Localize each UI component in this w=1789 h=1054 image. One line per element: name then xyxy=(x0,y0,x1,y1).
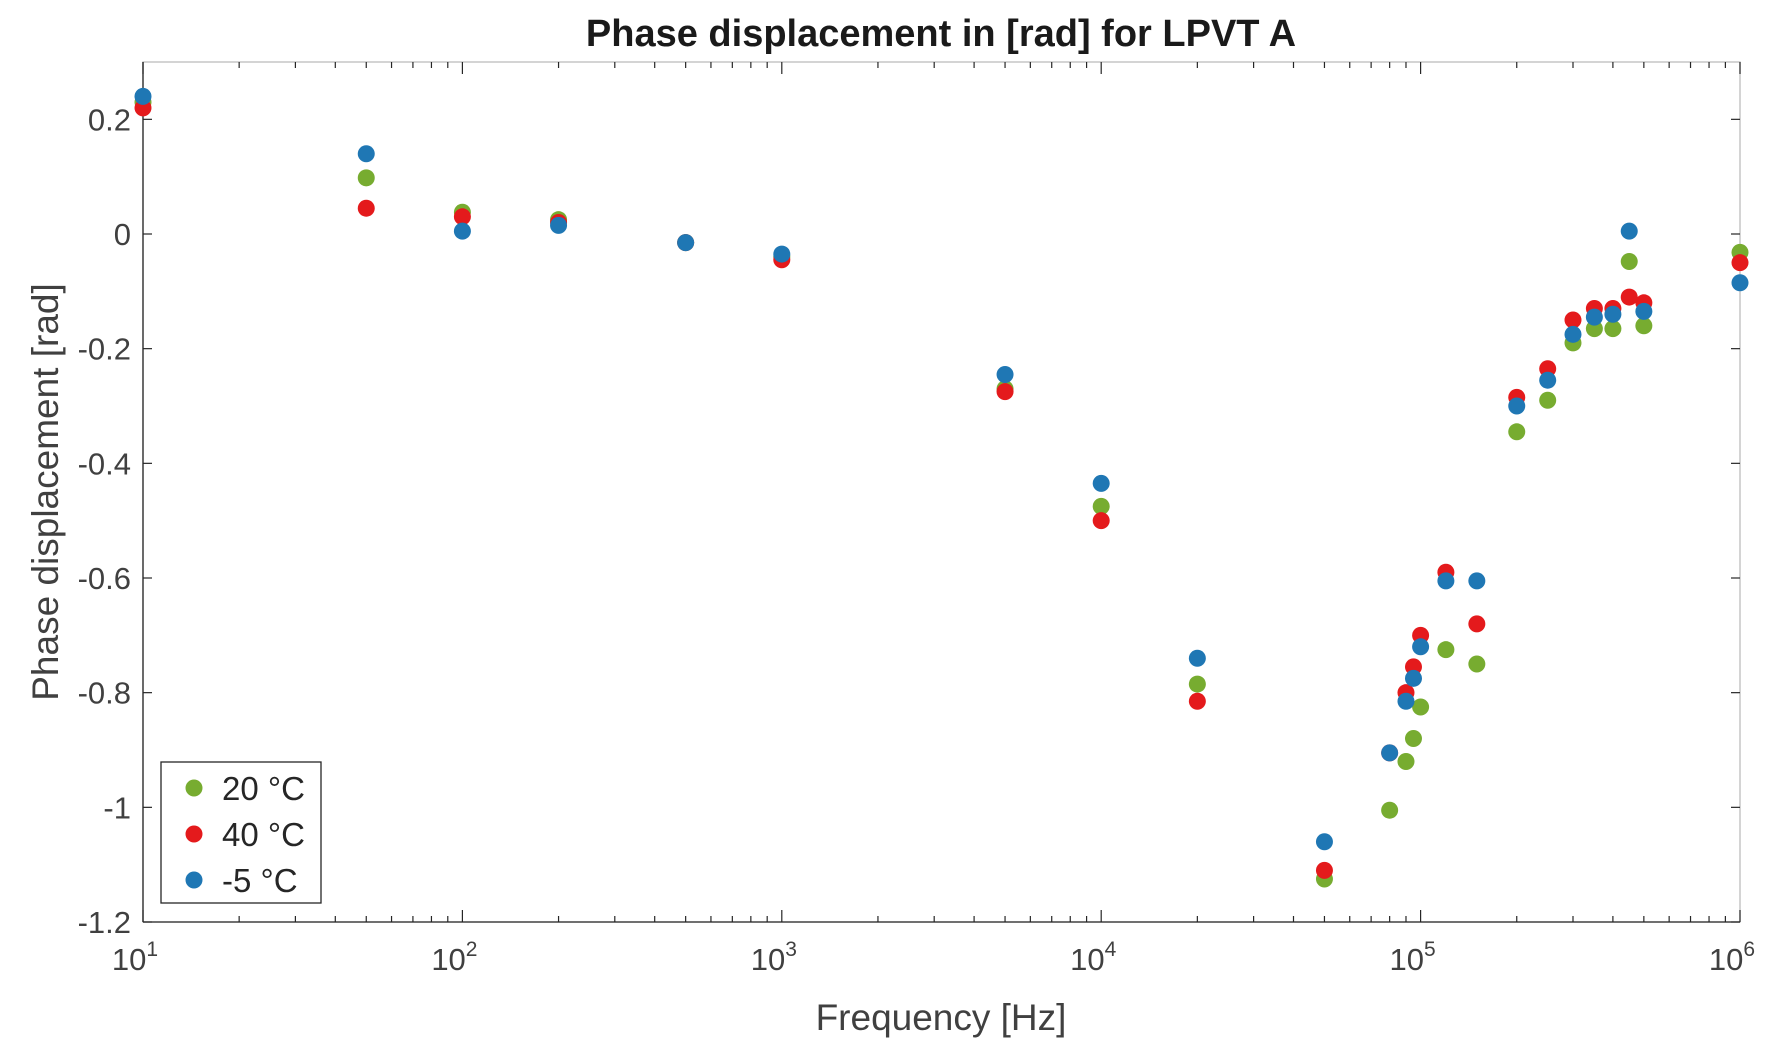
data-point xyxy=(1404,730,1422,748)
data-point xyxy=(1092,474,1110,492)
data-point xyxy=(1188,649,1206,667)
x-tick-label: 102 xyxy=(431,938,477,977)
legend-marker xyxy=(185,779,203,797)
data-point xyxy=(1539,371,1557,389)
data-point xyxy=(1620,253,1638,271)
data-point xyxy=(1539,391,1557,409)
data-point xyxy=(1620,288,1638,306)
data-point xyxy=(1412,638,1430,656)
x-tick-label: 105 xyxy=(1390,938,1436,977)
data-point xyxy=(1404,669,1422,687)
data-point xyxy=(1604,305,1622,323)
y-tick-label: -0.6 xyxy=(78,561,131,596)
data-point xyxy=(1508,397,1526,415)
legend-marker xyxy=(185,871,203,889)
data-point xyxy=(1468,615,1486,633)
data-point xyxy=(1397,692,1415,710)
data-point xyxy=(1604,320,1622,338)
data-point xyxy=(1437,572,1455,590)
data-point xyxy=(1437,641,1455,659)
y-tick-label: 0 xyxy=(114,217,131,252)
y-tick-label: -0.4 xyxy=(78,446,131,481)
y-tick-label: -1 xyxy=(103,790,131,825)
data-point xyxy=(1188,675,1206,693)
data-point xyxy=(1635,302,1653,320)
y-tick-label: -0.2 xyxy=(78,332,131,367)
data-point xyxy=(1731,254,1749,272)
data-point xyxy=(1731,274,1749,292)
data-point xyxy=(357,169,375,187)
data-point xyxy=(357,145,375,163)
data-point xyxy=(1412,698,1430,716)
x-tick-label: 104 xyxy=(1070,938,1116,977)
x-axis-label: Frequency [Hz] xyxy=(816,997,1067,1038)
data-point xyxy=(1092,497,1110,515)
legend-label: 20 °C xyxy=(222,770,305,807)
data-point xyxy=(1620,222,1638,240)
data-point xyxy=(1564,325,1582,343)
legend-label: -5 °C xyxy=(222,862,298,899)
data-point xyxy=(1315,861,1333,879)
data-point xyxy=(1381,744,1399,762)
y-axis-label: Phase displacement [rad] xyxy=(25,283,66,701)
data-point xyxy=(1381,801,1399,819)
data-point xyxy=(1315,833,1333,851)
data-point xyxy=(1564,311,1582,329)
data-point xyxy=(1397,752,1415,770)
data-point xyxy=(677,234,695,252)
data-points-layer xyxy=(134,87,1749,888)
data-point xyxy=(996,383,1014,401)
x-tick-label: 101 xyxy=(112,938,158,977)
data-point xyxy=(453,208,471,226)
data-point xyxy=(1092,512,1110,530)
chart-title: Phase displacement in [rad] for LPVT A xyxy=(586,13,1296,55)
series-2 xyxy=(134,87,1749,851)
data-point xyxy=(1508,423,1526,441)
plot-area xyxy=(142,61,1741,923)
data-point xyxy=(1188,692,1206,710)
x-tick-label: 103 xyxy=(751,938,797,977)
y-tick-label: 0.2 xyxy=(88,102,131,137)
data-point xyxy=(1468,572,1486,590)
legend-marker xyxy=(185,825,203,843)
legend: 20 °C 40 °C -5 °C xyxy=(160,761,322,904)
data-point xyxy=(1585,308,1603,326)
x-tick-label: 106 xyxy=(1709,938,1755,977)
data-point xyxy=(1635,317,1653,335)
data-point xyxy=(996,365,1014,383)
data-point xyxy=(1468,655,1486,673)
data-point xyxy=(453,222,471,240)
data-point xyxy=(773,245,791,263)
legend-label: 40 °C xyxy=(222,816,305,853)
data-point xyxy=(134,87,152,105)
y-tick-label: -1.2 xyxy=(78,905,131,940)
data-point xyxy=(357,199,375,217)
data-point xyxy=(550,216,568,234)
y-tick-label: -0.8 xyxy=(78,676,131,711)
